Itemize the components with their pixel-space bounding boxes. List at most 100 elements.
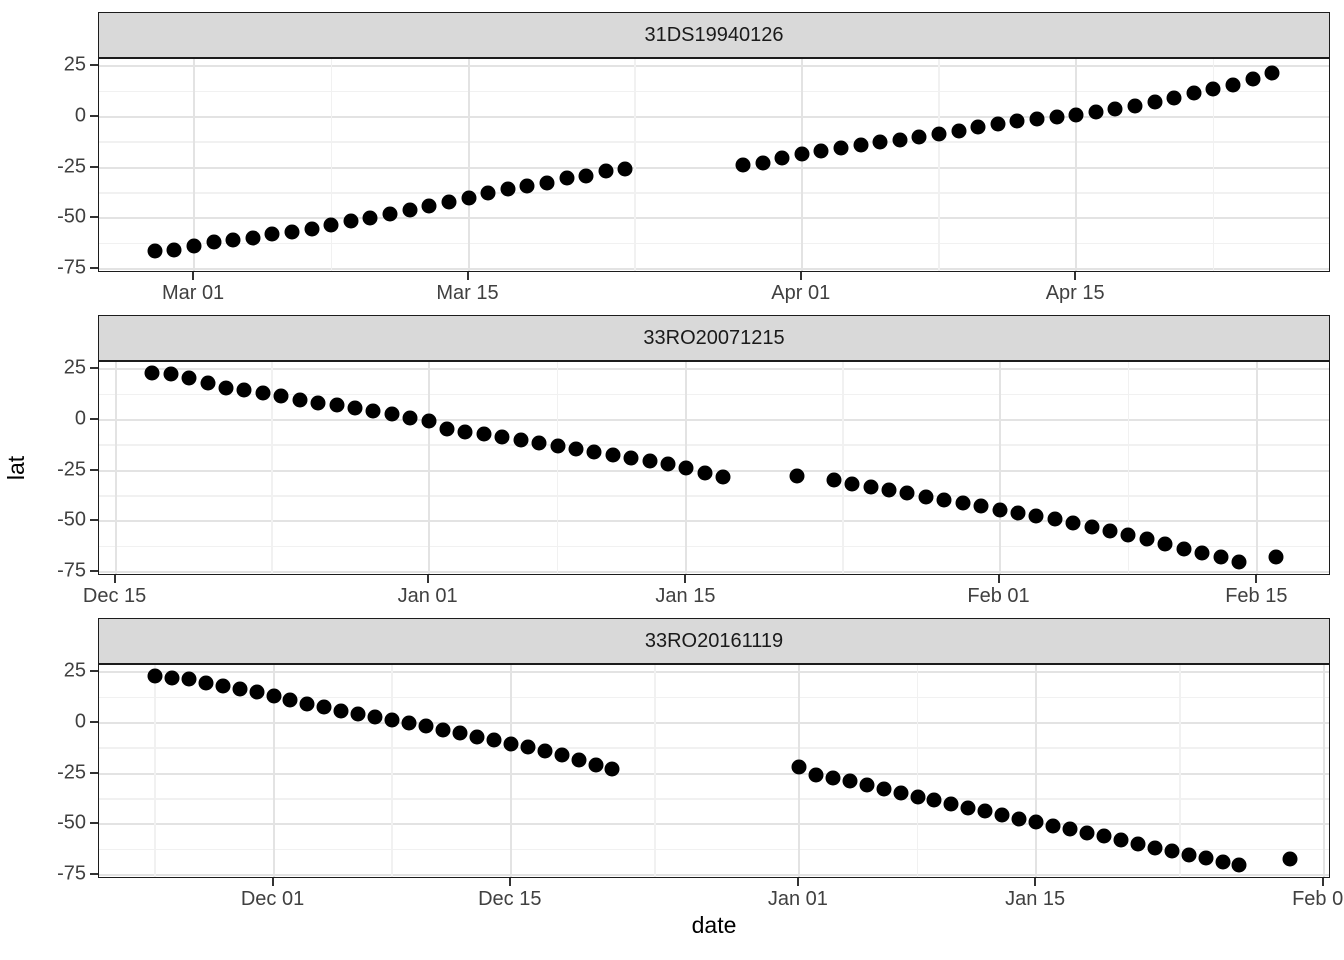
data-point — [598, 163, 614, 179]
gridline-y-major — [99, 671, 1329, 674]
y-tick-mark — [90, 771, 98, 774]
data-point — [1245, 71, 1261, 87]
facet-strip-title: 31DS19940126 — [644, 23, 784, 46]
data-point — [1213, 549, 1228, 565]
y-tick-mark — [90, 266, 98, 269]
data-point — [1068, 107, 1084, 123]
data-point — [539, 175, 555, 191]
data-point — [1205, 81, 1221, 97]
data-point — [1028, 508, 1044, 524]
data-point — [206, 234, 222, 250]
data-point — [571, 752, 587, 768]
data-point — [469, 729, 485, 745]
data-point — [951, 123, 967, 139]
x-tick-mark — [997, 575, 1000, 583]
data-point — [347, 400, 363, 416]
gridline-x-minor — [938, 59, 940, 271]
gridline-y-minor — [99, 90, 1329, 93]
data-point — [1147, 840, 1163, 856]
data-point — [144, 365, 160, 381]
y-tick-mark — [90, 417, 98, 420]
gridline-x-minor — [1179, 665, 1181, 877]
gridline-x-minor — [556, 362, 559, 574]
gridline-x-major — [1075, 59, 1078, 271]
gridline-x-major — [800, 59, 803, 271]
y-tick-label: -25 — [57, 155, 86, 178]
data-point — [282, 692, 298, 708]
data-point — [973, 498, 989, 514]
y-tick-label: -50 — [57, 811, 86, 834]
data-point — [554, 747, 570, 763]
data-point — [926, 792, 942, 808]
data-point — [486, 732, 502, 748]
data-point — [292, 392, 308, 408]
x-tick-mark — [508, 878, 511, 886]
gridline-x-major — [193, 59, 196, 271]
facet-strip-title: 33RO20071215 — [643, 326, 785, 349]
data-point — [236, 382, 252, 398]
data-point — [1079, 825, 1095, 841]
gridline-y-major — [99, 469, 1329, 472]
data-point — [401, 715, 417, 731]
data-point — [284, 224, 300, 240]
x-tick-label: Apr 15 — [1045, 282, 1105, 304]
x-tick-mark — [466, 272, 469, 280]
data-point — [333, 703, 349, 719]
data-point — [1198, 850, 1214, 866]
data-point — [273, 388, 289, 404]
data-point — [911, 129, 927, 145]
y-tick-label: -50 — [57, 508, 86, 531]
data-point — [299, 696, 315, 712]
data-point — [1186, 85, 1202, 101]
data-point — [513, 432, 529, 448]
y-tick-mark — [90, 165, 98, 168]
data-point — [1264, 65, 1280, 81]
facet-panel — [98, 58, 1330, 272]
facet-strip: 33RO20161119 — [98, 618, 1330, 664]
data-point — [365, 403, 381, 419]
data-point — [421, 413, 437, 429]
data-point — [588, 757, 604, 773]
data-point — [264, 226, 280, 242]
data-point — [825, 770, 841, 786]
data-point — [1047, 511, 1063, 527]
y-tick-label: -50 — [57, 205, 86, 228]
data-point — [1157, 536, 1173, 552]
gridline-x-major — [1256, 362, 1259, 574]
data-point — [1107, 101, 1123, 117]
data-point — [550, 438, 566, 454]
gridline-y-major — [99, 418, 1329, 421]
data-point — [794, 146, 810, 162]
gridline-y-major — [99, 115, 1329, 118]
data-point — [936, 492, 952, 508]
data-point — [1009, 113, 1025, 129]
data-point — [402, 202, 418, 218]
data-point — [1282, 851, 1298, 867]
y-tick-label: -75 — [57, 256, 86, 279]
data-point — [1225, 77, 1241, 93]
data-point — [1113, 832, 1129, 848]
data-point — [1130, 836, 1146, 851]
data-point — [559, 170, 574, 186]
data-point — [568, 441, 584, 457]
data-point — [1231, 857, 1247, 873]
data-point — [892, 132, 908, 148]
gridline-y-major — [99, 267, 1329, 270]
data-point — [1176, 541, 1192, 557]
x-tick-mark — [796, 878, 799, 886]
data-point — [813, 143, 829, 159]
data-point — [1231, 554, 1247, 570]
y-tick-mark — [90, 720, 98, 723]
y-tick-label: 25 — [63, 659, 86, 682]
y-tick-label: -25 — [57, 761, 86, 784]
data-point — [255, 385, 271, 401]
x-tick-label: Jan 01 — [767, 888, 828, 910]
gridline-x-minor — [654, 665, 656, 877]
gridline-y-minor — [99, 696, 1329, 699]
data-point — [362, 210, 378, 226]
data-point — [1102, 523, 1118, 539]
x-tick-label: Dec 01 — [240, 888, 305, 910]
data-point — [147, 668, 163, 684]
data-point — [791, 759, 807, 775]
data-point — [350, 706, 366, 722]
